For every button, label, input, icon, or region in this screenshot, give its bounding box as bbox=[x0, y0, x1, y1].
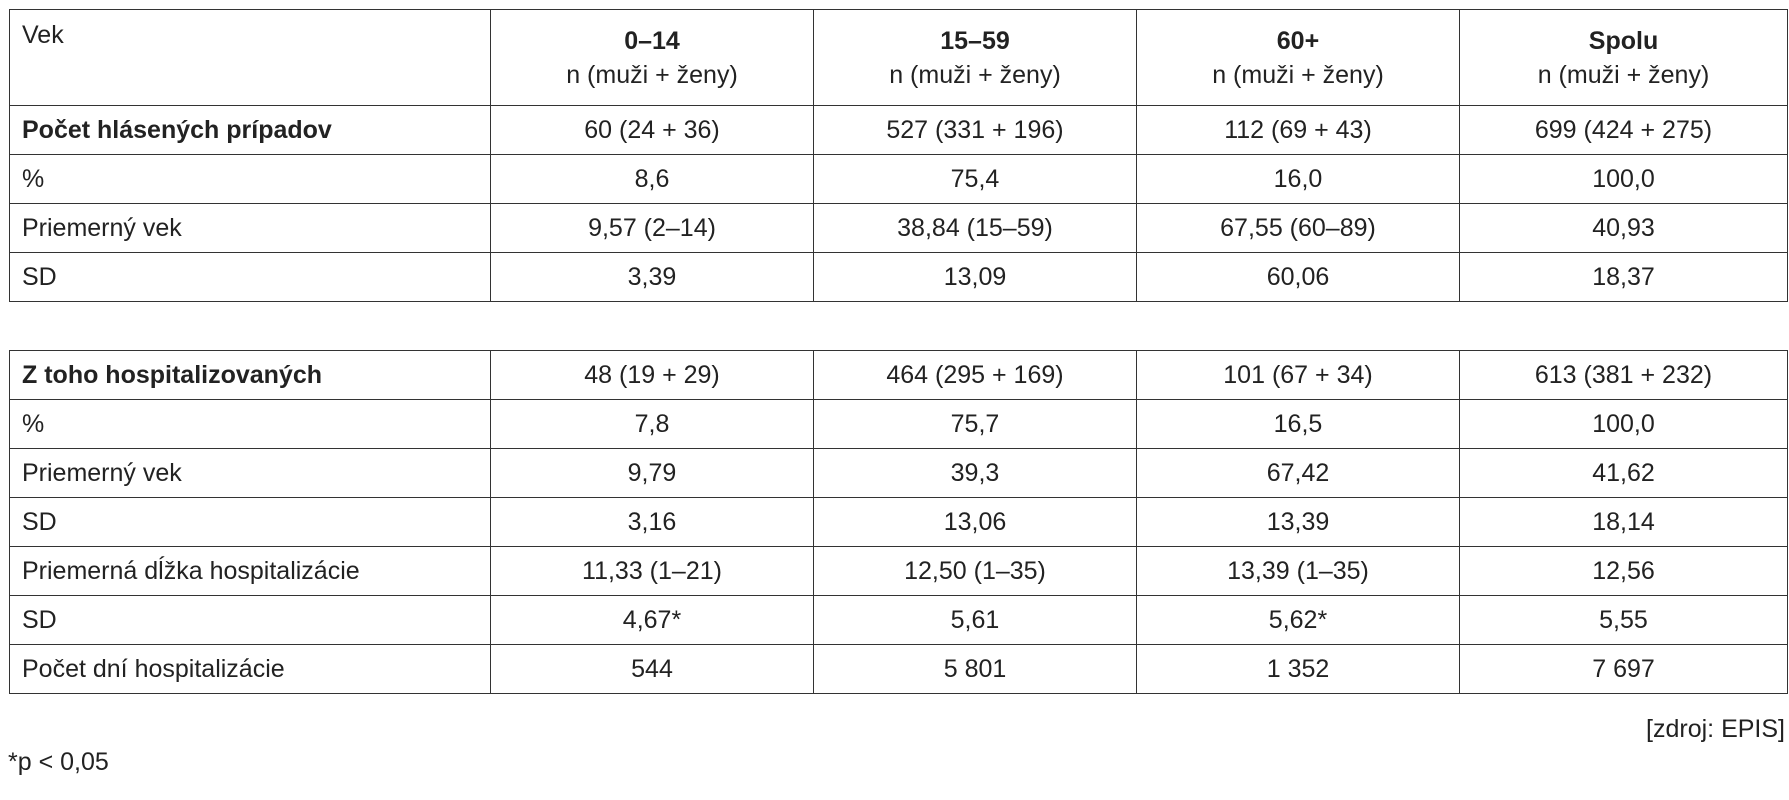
cell: 75,4 bbox=[813, 154, 1137, 204]
cell: 9,79 bbox=[490, 448, 814, 498]
row-label: Priemerná dĺžka hospitalizácie bbox=[9, 546, 491, 596]
header-cell: 15–59 n (muži + ženy) bbox=[813, 9, 1137, 106]
table-row: Počet hlásených prípadov 60 (24 + 36) 527 … bbox=[9, 105, 1788, 155]
table-row: Z toho hospitalizovaných 48 (19 + 29) 464 … bbox=[9, 350, 1788, 400]
cell: 13,06 bbox=[813, 497, 1137, 547]
cell: 527 (331 + 196) bbox=[813, 105, 1137, 155]
table-row: Priemerný vek 9,57 (2–14) 38,84 (15–59) 67,… bbox=[9, 203, 1788, 253]
row-label: Priemerný vek bbox=[9, 203, 491, 253]
header-subtitle: n (muži + ženy) bbox=[566, 60, 738, 89]
header-row: Vek 0–14 n (muži + ženy) 15–59 n (muži + žen… bbox=[9, 9, 1788, 106]
header-cell: Vek bbox=[9, 9, 491, 106]
table-row: % 8,6 75,4 16,0 100,0 bbox=[9, 154, 1788, 204]
header-title: 0–14 bbox=[624, 26, 680, 55]
cell: 60,06 bbox=[1136, 252, 1460, 302]
cell: 67,55 (60–89) bbox=[1136, 203, 1460, 253]
cell: 4,67* bbox=[490, 595, 814, 645]
cell: 1 352 bbox=[1136, 644, 1460, 694]
header-title: 60+ bbox=[1276, 26, 1320, 55]
table-row: SD 3,16 13,06 13,39 18,14 bbox=[9, 497, 1788, 547]
row-label: % bbox=[9, 399, 491, 449]
cell: 60 (24 + 36) bbox=[490, 105, 814, 155]
cell: 11,33 (1–21) bbox=[490, 546, 814, 596]
header-subtitle: n (muži + ženy) bbox=[1212, 60, 1384, 89]
row-label: Priemerný vek bbox=[9, 448, 491, 498]
header-title: Vek bbox=[22, 21, 64, 49]
cell: 13,09 bbox=[813, 252, 1137, 302]
header-cell: 60+ n (muži + ženy) bbox=[1136, 9, 1460, 106]
row-label: Počet dní hospitalizácie bbox=[9, 644, 491, 694]
cell: 5 801 bbox=[813, 644, 1137, 694]
row-label: Počet hlásených prípadov bbox=[9, 105, 491, 155]
cell: 544 bbox=[490, 644, 814, 694]
cell: 7,8 bbox=[490, 399, 814, 449]
header-title: 15–59 bbox=[940, 26, 1010, 55]
cell: 12,56 bbox=[1459, 546, 1788, 596]
cell: 3,39 bbox=[490, 252, 814, 302]
row-label: % bbox=[9, 154, 491, 204]
cell: 18,14 bbox=[1459, 497, 1788, 547]
cell: 38,84 (15–59) bbox=[813, 203, 1137, 253]
header-subtitle: n (muži + ženy) bbox=[889, 60, 1061, 89]
cell: 8,6 bbox=[490, 154, 814, 204]
header-cell: 0–14 n (muži + ženy) bbox=[490, 9, 814, 106]
table-row: SD 4,67* 5,61 5,62* 5,55 bbox=[9, 595, 1788, 645]
table-row: Počet dní hospitalizácie 544 5 801 1 352 7 6… bbox=[9, 644, 1788, 694]
cell: 100,0 bbox=[1459, 154, 1788, 204]
cell: 67,42 bbox=[1136, 448, 1460, 498]
table-row: Priemerný vek 9,79 39,3 67,42 41,62 bbox=[9, 448, 1788, 498]
cell: 12,50 (1–35) bbox=[813, 546, 1137, 596]
cell: 613 (381 + 232) bbox=[1459, 350, 1788, 400]
table-row: Priemerná dĺžka hospitalizácie 11,33 (1–2… bbox=[9, 546, 1788, 596]
cell: 16,0 bbox=[1136, 154, 1460, 204]
header-subtitle: n (muži + ženy) bbox=[1537, 60, 1710, 89]
cell: 5,61 bbox=[813, 595, 1137, 645]
cell: 13,39 (1–35) bbox=[1136, 546, 1460, 596]
cell: 5,55 bbox=[1459, 595, 1788, 645]
header-cell: Spolu n (muži + ženy) bbox=[1459, 9, 1788, 106]
cell: 5,62* bbox=[1136, 595, 1460, 645]
cell: 100,0 bbox=[1459, 399, 1788, 449]
spacer-row bbox=[9, 301, 1788, 351]
cell: 13,39 bbox=[1136, 497, 1460, 547]
source-note: [zdroj: EPIS] bbox=[1646, 715, 1785, 743]
row-label: SD bbox=[9, 595, 491, 645]
cell: 39,3 bbox=[813, 448, 1137, 498]
cell: 40,93 bbox=[1459, 203, 1788, 253]
cell: 9,57 (2–14) bbox=[490, 203, 814, 253]
cell: 3,16 bbox=[490, 497, 814, 547]
cell: 7 697 bbox=[1459, 644, 1788, 694]
cell: 464 (295 + 169) bbox=[813, 350, 1137, 400]
table-body: Vek 0–14 n (muži + ženy) 15–59 n (muži + žen… bbox=[9, 9, 1788, 694]
cell: 112 (69 + 43) bbox=[1136, 105, 1460, 155]
cell: 101 (67 + 34) bbox=[1136, 350, 1460, 400]
footnote: *p < 0,05 bbox=[8, 748, 109, 776]
cell: 75,7 bbox=[813, 399, 1137, 449]
spacer-cell bbox=[9, 301, 1788, 351]
data-table: Vek 0–14 n (muži + ženy) 15–59 n (muži + žen… bbox=[9, 9, 1788, 694]
table-row: SD 3,39 13,09 60,06 18,37 bbox=[9, 252, 1788, 302]
cell: 41,62 bbox=[1459, 448, 1788, 498]
header-title: Spolu bbox=[1588, 26, 1659, 55]
cell: 18,37 bbox=[1459, 252, 1788, 302]
row-label: Z toho hospitalizovaných bbox=[9, 350, 491, 400]
cell: 16,5 bbox=[1136, 399, 1460, 449]
cell: 699 (424 + 275) bbox=[1459, 105, 1788, 155]
row-label: SD bbox=[9, 497, 491, 547]
table-row: % 7,8 75,7 16,5 100,0 bbox=[9, 399, 1788, 449]
cell: 48 (19 + 29) bbox=[490, 350, 814, 400]
row-label: SD bbox=[9, 252, 491, 302]
